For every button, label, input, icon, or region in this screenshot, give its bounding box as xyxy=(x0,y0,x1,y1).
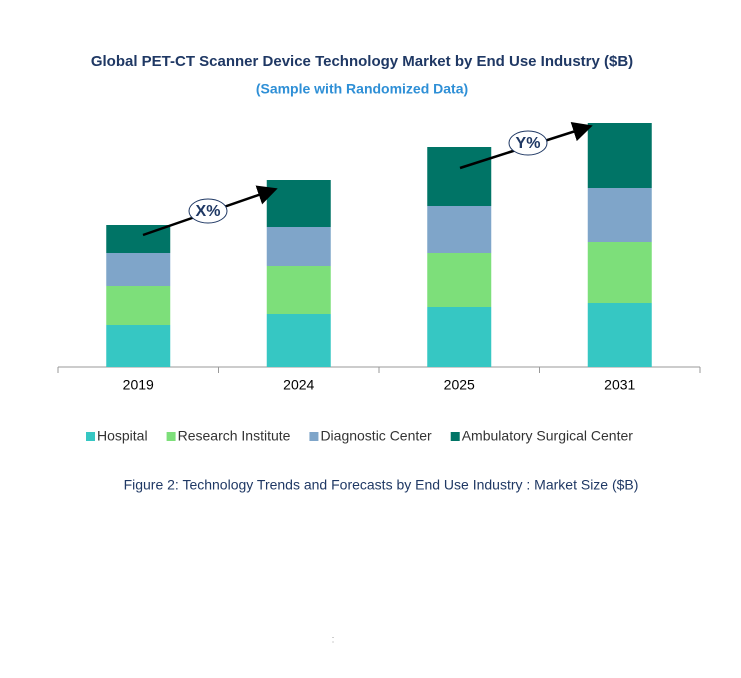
legend-swatch xyxy=(309,432,319,441)
x-tick-label: 2019 xyxy=(123,377,154,393)
bar-segment xyxy=(106,253,171,286)
legend-label: Diagnostic Center xyxy=(320,428,432,444)
caption: Figure 2: Technology Trends and Forecast… xyxy=(124,477,639,493)
bar-segment xyxy=(106,286,171,325)
legend-swatch xyxy=(166,432,176,441)
bar-segment xyxy=(106,325,171,367)
footer-mark: : xyxy=(332,635,335,646)
bar-segment xyxy=(266,227,331,266)
legend-label: Research Institute xyxy=(178,428,291,444)
bar-segment xyxy=(587,303,652,367)
bar-segment xyxy=(427,307,492,367)
annotation-bubble xyxy=(188,198,228,224)
bar-segment xyxy=(427,147,492,206)
bar-segment xyxy=(266,314,331,367)
bar-segment xyxy=(427,206,492,253)
chart-subtitle: (Sample with Randomized Data) xyxy=(256,81,468,97)
x-tick-label: 2025 xyxy=(444,377,475,393)
legend-swatch xyxy=(86,432,95,441)
bar-segment xyxy=(266,180,331,227)
bar-segment xyxy=(587,242,652,303)
x-tick-label: 2024 xyxy=(283,377,314,393)
annotation: X% xyxy=(196,203,221,220)
annotation-bubble xyxy=(508,130,548,156)
legend-label: Ambulatory Surgical Center xyxy=(462,428,634,444)
bar-segment xyxy=(266,266,331,314)
legend-swatch xyxy=(450,432,460,441)
chart-title: Global PET-CT Scanner Device Technology … xyxy=(91,53,633,70)
x-tick-label: 2031 xyxy=(604,377,635,393)
bar-segment xyxy=(587,123,652,188)
annotation: Y% xyxy=(516,135,541,152)
bar-segment xyxy=(587,188,652,242)
legend-label: Hospital xyxy=(97,428,148,444)
bar-segment xyxy=(427,253,492,307)
